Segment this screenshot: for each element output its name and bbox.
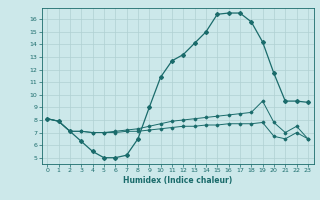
X-axis label: Humidex (Indice chaleur): Humidex (Indice chaleur) [123, 176, 232, 185]
